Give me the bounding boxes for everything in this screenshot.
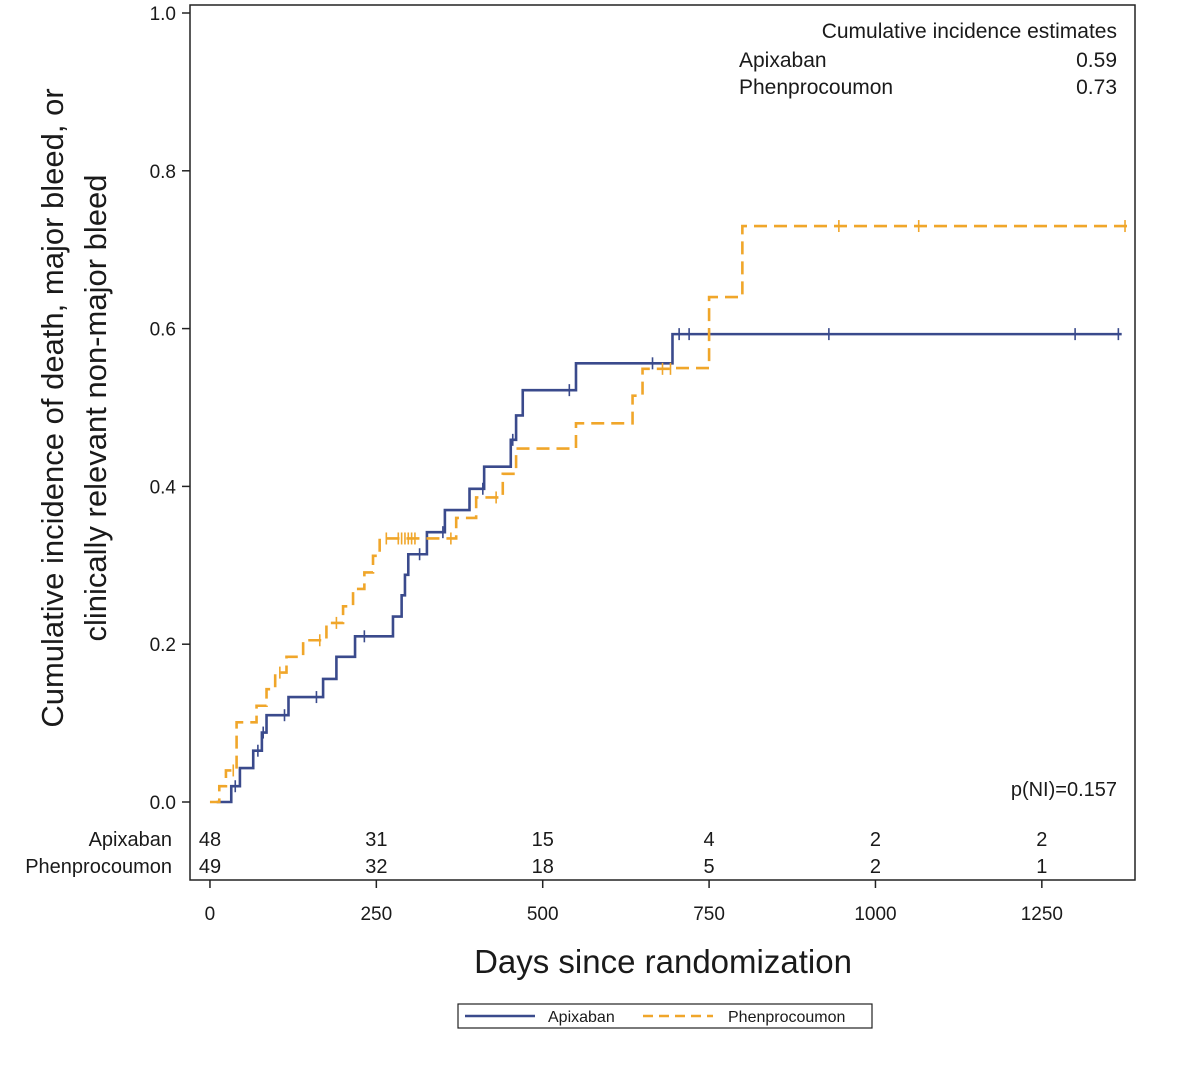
risk-count-apixaban-0: 48 bbox=[199, 829, 221, 851]
risk-count-apixaban-4: 2 bbox=[870, 829, 881, 851]
pvalue-text: p(NI)=0.157 bbox=[1011, 779, 1117, 801]
risk-count-apixaban-2: 15 bbox=[532, 829, 554, 851]
legend-label-apixaban: Apixaban bbox=[548, 1009, 615, 1026]
series-line-apixaban bbox=[216, 332, 1122, 804]
risk-count-phenprocoumon-3: 5 bbox=[704, 856, 715, 878]
x-tick-label-0: 0 bbox=[205, 904, 216, 925]
y-axis-title-line-1: Cumulative incidence of death, major ble… bbox=[35, 88, 70, 727]
risk-count-apixaban-5: 2 bbox=[1036, 829, 1047, 851]
y-tick-label-3: 0.6 bbox=[150, 320, 176, 341]
estimates-value-apixaban: 0.59 bbox=[1076, 49, 1117, 72]
legend-label-phenprocoumon: Phenprocoumon bbox=[728, 1009, 845, 1026]
risk-count-phenprocoumon-2: 18 bbox=[532, 856, 554, 878]
estimates-title: Cumulative incidence estimates bbox=[822, 20, 1117, 43]
x-tick-label-2: 500 bbox=[527, 904, 559, 925]
x-tick-label-1: 250 bbox=[360, 904, 392, 925]
x-tick-label-3: 750 bbox=[693, 904, 725, 925]
x-tick-label-4: 1000 bbox=[854, 904, 896, 925]
risk-count-apixaban-1: 31 bbox=[365, 829, 387, 851]
y-tick-label-5: 1.0 bbox=[150, 4, 176, 25]
y-axis-title-line-2: clinically relevant non-major bleed bbox=[78, 175, 113, 642]
series-line-phenprocoumon bbox=[209, 224, 1129, 804]
risk-row-label-phenprocoumon: Phenprocoumon bbox=[25, 856, 172, 878]
y-tick-label-0: 0.0 bbox=[150, 793, 176, 814]
y-tick-label-4: 0.8 bbox=[150, 162, 176, 183]
risk-count-phenprocoumon-1: 32 bbox=[365, 856, 387, 878]
risk-count-phenprocoumon-4: 2 bbox=[870, 856, 881, 878]
estimates-label-apixaban: Apixaban bbox=[739, 49, 827, 72]
x-tick-label-5: 1250 bbox=[1021, 904, 1063, 925]
legend: Apixaban Phenprocoumon bbox=[457, 1003, 873, 1029]
estimates-value-phenprocoumon: 0.73 bbox=[1076, 76, 1117, 99]
risk-count-apixaban-3: 4 bbox=[704, 829, 715, 851]
risk-count-phenprocoumon-0: 49 bbox=[199, 856, 221, 878]
risk-row-label-apixaban: Apixaban bbox=[89, 829, 172, 851]
x-axis-title: Days since randomization bbox=[474, 943, 852, 980]
y-tick-label-2: 0.4 bbox=[150, 477, 177, 498]
risk-count-phenprocoumon-5: 1 bbox=[1036, 856, 1047, 878]
estimates-label-phenprocoumon: Phenprocoumon bbox=[739, 76, 893, 99]
plot-frame bbox=[189, 4, 1136, 881]
y-tick-label-1: 0.2 bbox=[150, 635, 176, 656]
